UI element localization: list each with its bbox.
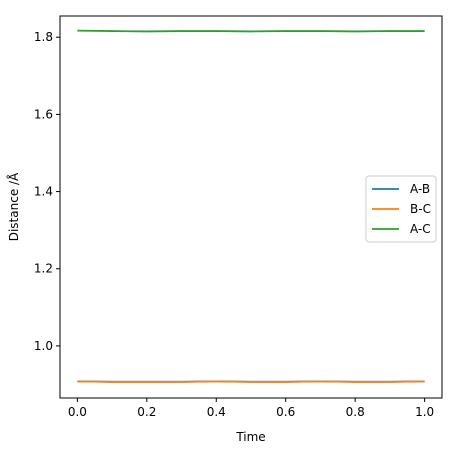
legend-label: A-C — [410, 222, 431, 236]
x-tick-label: 0.8 — [346, 405, 365, 419]
x-axis-ticks: 0.0 0.2 0.4 0.6 0.8 1.0 — [68, 398, 434, 419]
legend-label: A-B — [410, 182, 430, 196]
legend-label: B-C — [410, 202, 431, 216]
plot-frame — [59, 15, 443, 399]
y-tick-label: 1.0 — [34, 339, 53, 353]
y-axis-ticks: 1.0 1.2 1.4 1.6 1.8 — [34, 30, 60, 353]
legend-box — [365, 175, 437, 243]
x-tick-label: 0.4 — [207, 405, 226, 419]
x-tick-label: 0.0 — [68, 405, 87, 419]
y-tick-label: 1.2 — [34, 262, 53, 276]
y-tick-label: 1.4 — [34, 185, 53, 199]
legend: A-B B-C A-C — [365, 175, 437, 243]
y-axis-label: Distance /Å — [6, 172, 21, 241]
x-tick-label: 0.6 — [276, 405, 295, 419]
series-line-a-c — [77, 29, 425, 33]
y-tick-label: 1.6 — [34, 107, 53, 121]
x-axis-label: Time — [235, 430, 265, 444]
y-tick-label: 1.8 — [34, 30, 53, 44]
x-tick-label: 1.0 — [415, 405, 434, 419]
x-tick-label: 0.2 — [137, 405, 156, 419]
series-layer — [77, 29, 425, 383]
